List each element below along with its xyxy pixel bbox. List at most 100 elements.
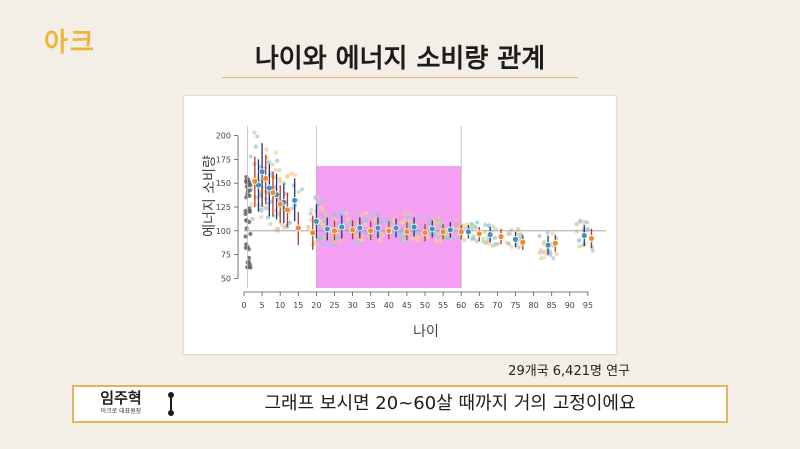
raw-data-dot [401, 220, 406, 225]
raw-data-dot [279, 222, 285, 227]
raw-data-dot [414, 235, 419, 240]
y-tick-label: 150 [216, 179, 231, 188]
raw-data-dot [317, 224, 322, 229]
orange-mean-marker [421, 229, 429, 237]
orange-mean-marker [349, 226, 357, 234]
caption-divider [168, 392, 174, 416]
blue-mean-marker [512, 235, 519, 243]
raw-data-dot [322, 218, 327, 223]
raw-data-dot [268, 221, 273, 226]
raw-data-dot [438, 239, 443, 244]
x-tick-label: 80 [529, 301, 539, 310]
raw-data-dot [255, 134, 260, 139]
raw-data-dot [454, 217, 459, 223]
orange-mean-marker [385, 227, 393, 235]
x-tick-label: 65 [474, 301, 484, 310]
infant-data-dot [244, 226, 249, 231]
blue-mean-marker [410, 223, 418, 231]
orange-mean-marker [367, 227, 375, 235]
raw-data-dot [313, 194, 318, 200]
orange-mean-marker [439, 228, 447, 236]
blue-mean-marker [392, 224, 400, 232]
raw-data-dot [308, 217, 314, 223]
raw-data-dot [305, 224, 311, 229]
raw-data-dot [252, 130, 257, 135]
raw-data-dot [278, 179, 283, 184]
raw-data-dot [250, 216, 255, 222]
raw-data-dot [282, 181, 287, 186]
y-axis-label: 에너지 소비량 [202, 155, 218, 237]
raw-data-dot [347, 221, 353, 226]
logo: 아크 [44, 28, 96, 58]
raw-data-dot [253, 195, 258, 200]
orange-mean-marker [457, 228, 465, 236]
blue-mean-marker [465, 228, 472, 236]
raw-data-dot [249, 202, 254, 207]
raw-data-dot [289, 171, 294, 176]
raw-data-dot [377, 236, 382, 241]
raw-data-dot [332, 212, 337, 217]
raw-data-dot [271, 213, 276, 218]
x-axis-label: 나이 [413, 324, 439, 340]
raw-data-dot [408, 211, 413, 216]
x-tick-label: 35 [366, 301, 376, 310]
raw-data-dot [482, 239, 487, 244]
blue-mean-marker [580, 232, 588, 239]
orange-mean-marker [284, 206, 291, 214]
raw-data-dot [506, 231, 511, 236]
blue-mean-marker [428, 225, 436, 233]
x-tick-label: 75 [510, 301, 520, 310]
raw-data-dot [483, 222, 488, 227]
raw-data-dot [418, 236, 423, 241]
raw-data-dot [308, 211, 313, 216]
x-tick-label: 40 [384, 301, 394, 310]
raw-data-dot [486, 223, 491, 228]
raw-data-dot [435, 230, 440, 235]
raw-data-dot [373, 218, 378, 223]
raw-data-dot [574, 229, 579, 234]
raw-data-dot [372, 212, 377, 217]
raw-data-dot [541, 241, 546, 247]
orange-mean-marker [294, 224, 302, 232]
raw-data-dot [578, 218, 583, 223]
raw-data-dot [414, 231, 419, 237]
raw-data-dot [388, 219, 393, 224]
raw-data-dot [492, 235, 498, 241]
blue-mean-marker [338, 223, 346, 231]
y-tick-label: 200 [216, 132, 231, 141]
raw-data-dot [551, 256, 556, 261]
raw-data-dot [356, 240, 362, 246]
raw-data-dot [318, 205, 324, 210]
caption-text: 그래프 보시면 20~60살 때까지 거의 고정이에요 [264, 393, 636, 414]
raw-data-dot [584, 220, 589, 225]
raw-data-dot [493, 226, 498, 231]
raw-data-dot [445, 236, 450, 241]
raw-data-dot [259, 207, 264, 212]
blue-mean-marker [544, 241, 552, 249]
raw-data-dot [398, 230, 403, 236]
raw-data-dot [253, 144, 258, 149]
raw-data-dot [391, 217, 397, 223]
raw-data-dot [474, 220, 480, 225]
raw-data-dot [509, 227, 514, 233]
raw-data-dot [548, 252, 553, 258]
x-tick-label: 10 [275, 301, 285, 310]
infant-data-dot [243, 208, 248, 214]
raw-data-dot [385, 218, 390, 223]
raw-data-dot [409, 236, 415, 241]
x-tick-label: 15 [293, 301, 303, 310]
raw-data-dot [426, 216, 431, 221]
x-tick-label: 45 [402, 301, 412, 310]
raw-data-dot [379, 219, 384, 224]
raw-data-dot [489, 243, 494, 248]
raw-data-dot [470, 236, 475, 241]
blue-mean-marker [486, 231, 494, 239]
orange-mean-marker [262, 175, 270, 182]
raw-data-dot [537, 233, 542, 239]
orange-mean-marker [519, 238, 527, 246]
orange-mean-marker [269, 189, 277, 197]
raw-data-dot [475, 239, 480, 244]
raw-data-dot [574, 222, 580, 227]
x-tick-label: 30 [348, 301, 358, 310]
x-tick-label: 5 [260, 301, 265, 310]
